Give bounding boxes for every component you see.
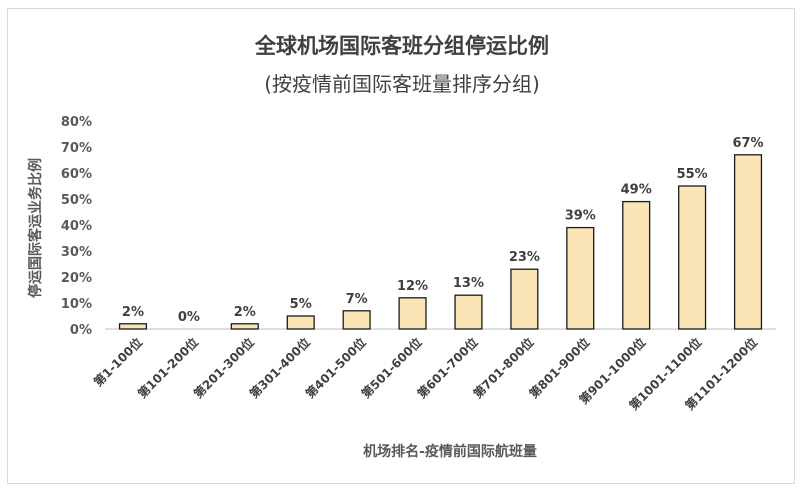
bar — [510, 268, 539, 330]
y-tick-label: 40% — [61, 219, 92, 234]
y-tick-label: 0% — [70, 323, 92, 338]
chart-frame — [7, 8, 795, 484]
bar — [286, 315, 315, 330]
data-label: 7% — [346, 292, 368, 307]
data-label: 0% — [178, 310, 200, 325]
x-axis-label: 机场排名-疫情前国际航班量 — [363, 444, 537, 460]
data-label: 39% — [565, 209, 596, 224]
bar — [454, 294, 483, 330]
chart-title: 全球机场国际客班分组停运比例 — [255, 34, 549, 58]
bar — [342, 310, 371, 330]
y-tick-label: 10% — [61, 297, 92, 312]
data-label: 49% — [621, 183, 652, 198]
bar — [118, 323, 148, 330]
y-tick-label: 70% — [61, 141, 92, 156]
y-tick-label: 60% — [61, 167, 92, 182]
data-label: 67% — [732, 136, 763, 151]
data-label: 13% — [453, 276, 484, 291]
data-label: 2% — [234, 305, 256, 320]
data-label: 12% — [397, 279, 428, 294]
y-tick-label: 80% — [61, 115, 92, 130]
bar — [230, 323, 259, 330]
y-tick-label: 30% — [61, 245, 92, 260]
bar — [566, 226, 595, 330]
data-label: 2% — [122, 305, 144, 320]
bar — [622, 200, 651, 330]
chart-subtitle: (按疫情前国际客班量排序分组) — [264, 72, 540, 96]
data-label: 55% — [677, 167, 708, 182]
bar — [678, 185, 707, 330]
y-tick-label: 50% — [61, 193, 92, 208]
data-label: 5% — [290, 297, 312, 312]
bar — [733, 154, 763, 330]
data-label: 23% — [509, 250, 540, 265]
y-tick-label: 20% — [61, 271, 92, 286]
bar — [398, 297, 427, 330]
x-tick-label: 第1-100位 — [90, 335, 145, 390]
